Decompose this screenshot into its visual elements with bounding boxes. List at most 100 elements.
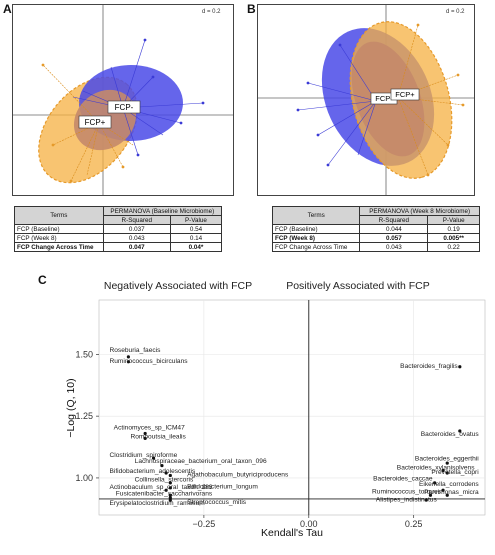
point-label: Parvimonas_micra <box>424 489 479 496</box>
point-label: Actinomyces_sp_ICM47 <box>114 425 185 432</box>
b-pos-points <box>416 23 465 177</box>
panel-a-scale-label: d = 0.2 <box>202 9 221 15</box>
panel-a-ordination-plot: FCP- FCP+ <box>12 4 234 196</box>
b-fcp-pos-label-box <box>390 88 420 101</box>
a-header-p: P-Value <box>169 215 223 225</box>
row-term: FCP Change Across Time <box>14 242 104 252</box>
data-point <box>164 488 168 492</box>
b-fcp-pos-label: FCP+ <box>395 90 415 99</box>
data-point <box>433 481 437 485</box>
point-label: Actinobaculum_sp_oral_taxon_183 <box>109 484 212 491</box>
data-point <box>424 498 428 502</box>
point-label: Roseburia_faecis <box>109 347 161 354</box>
point-label: Alistipes_indistinctus <box>376 496 438 503</box>
point-label: Ruminococcus_torques <box>372 488 442 495</box>
data-point <box>143 436 147 440</box>
point-label: Prevotella_copri <box>431 469 479 476</box>
data-point <box>445 471 449 475</box>
row-term: FCP Change Across Time <box>271 242 361 252</box>
data-point <box>458 365 462 369</box>
row-p: 0.005** <box>427 233 480 243</box>
b-header-p: P-Value <box>427 215 480 225</box>
point-label: Streptococcus_mitis <box>187 499 247 506</box>
a-fcp-neg-label-box <box>107 100 141 114</box>
data-point <box>428 493 433 497</box>
row-r2: 0.044 <box>359 224 429 234</box>
point-label: Ruminococcus_bicirculans <box>109 358 188 365</box>
axes: −0.25 0.00 0.25 1.00 1.25 1.50 <box>75 300 485 529</box>
data-point <box>441 468 445 473</box>
table-row: FCP (Week 8) 0.043 0.14 <box>14 233 223 243</box>
row-p: 0.04* <box>169 242 223 252</box>
row-p: 0.54 <box>169 224 223 234</box>
a-neg-points <box>136 38 205 157</box>
panel-b-permanova-table: Terms PERMANOVA (Week 8 Microbiome) R-Sq… <box>271 206 480 252</box>
y-tick-label: 1.50 <box>75 349 93 359</box>
panel-a-letter: A <box>3 2 12 16</box>
negative-association-title: Negatively Associated with FCP <box>104 280 252 292</box>
point-label: Collinsella_stercoris <box>135 477 194 484</box>
table-row: FCP (Baseline) 0.037 0.54 <box>14 224 223 234</box>
row-r2: 0.057 <box>359 233 429 243</box>
data-point <box>445 461 449 465</box>
data-point <box>164 471 168 475</box>
points: Roseburia_faecis Ruminococcus_bicirculans… <box>109 347 479 507</box>
point-label: Bacteroides_eggerthii <box>415 456 479 463</box>
a-fcp-pos-label: FCP+ <box>85 118 106 127</box>
point-label: Fusicatenibacter_saccharivorans <box>116 491 213 498</box>
panel-c-volcano-svg: Negatively Associated with FCP Positivel… <box>65 280 486 539</box>
a-fcp-pos-label-box <box>78 115 112 129</box>
row-term: FCP (Baseline) <box>14 224 104 234</box>
row-p: 0.14 <box>169 233 223 243</box>
data-point <box>168 473 172 478</box>
a-header-r2: R-Squared <box>102 215 171 225</box>
a-header-terms: Terms <box>14 206 104 225</box>
data-point <box>160 463 164 468</box>
row-r2: 0.043 <box>102 233 171 243</box>
table-row: FCP Change Across Time 0.047 0.04* <box>14 242 223 252</box>
x-tick-label: −0.25 <box>193 519 216 529</box>
x-tick-label: 0.25 <box>405 519 423 529</box>
data-point <box>151 456 156 460</box>
positive-association-title: Positively Associated with FCP <box>286 280 430 292</box>
data-point <box>441 488 445 492</box>
point-label: Bifidobacterium_longum <box>187 483 258 490</box>
b-header-group: PERMANOVA (Week 8 Microbiome) <box>359 206 480 216</box>
data-point <box>168 496 172 500</box>
point-label: Agathobaculum_butyriciproducens <box>187 472 289 479</box>
b-fcp-neg-label: FCP- <box>375 94 393 103</box>
data-point <box>126 355 130 359</box>
data-point <box>168 486 172 490</box>
point-label: Romboutsia_ilealis <box>130 433 186 440</box>
point-label: Erysipelatoclostridium_ramosum <box>109 500 205 507</box>
panel-c-volcano: Negatively Associated with FCP Positivel… <box>0 270 495 550</box>
panel-b-letter: B <box>247 2 256 16</box>
point-label: Bacteroides_ovatus <box>421 431 480 438</box>
a-pos-points <box>41 63 125 183</box>
panel-a-ordination-svg: FCP- FCP+ <box>13 5 233 195</box>
panel-b-scale-label: d = 0.2 <box>446 9 465 15</box>
b-header-terms: Terms <box>271 206 361 225</box>
point-label: Lachnospiraceae_bacterium_oral_taxon_096 <box>135 458 267 465</box>
point-label: Bacteroides_xylanisolvens <box>397 464 475 471</box>
x-axis-label: Kendall's Tau <box>261 527 323 539</box>
a-fcp-neg-label: FCP- <box>115 103 134 112</box>
table-row: FCP (Week 8) 0.057 0.005** <box>271 233 480 243</box>
data-point <box>458 429 462 433</box>
panel-b-ordination-svg: FCP- FCP+ <box>258 5 474 195</box>
y-tick-label: 1.00 <box>75 473 93 483</box>
b-neg-spokes <box>297 44 377 166</box>
row-p: 0.22 <box>427 242 480 252</box>
data-point <box>143 431 147 436</box>
plot-frame <box>98 299 486 516</box>
panel-c-letter: C <box>38 273 47 287</box>
x-tick-label: 0.00 <box>300 519 318 529</box>
panel-a-permanova-table: Terms PERMANOVA (Baseline Microbiome) R-… <box>14 206 223 252</box>
row-term: FCP (Baseline) <box>271 224 361 234</box>
row-r2: 0.043 <box>359 242 429 252</box>
a-header-group: PERMANOVA (Baseline Microbiome) <box>102 206 223 216</box>
row-term: FCP (Week 8) <box>271 233 361 243</box>
data-point <box>445 493 449 497</box>
data-point <box>168 498 172 502</box>
b-neg-points <box>296 43 342 167</box>
